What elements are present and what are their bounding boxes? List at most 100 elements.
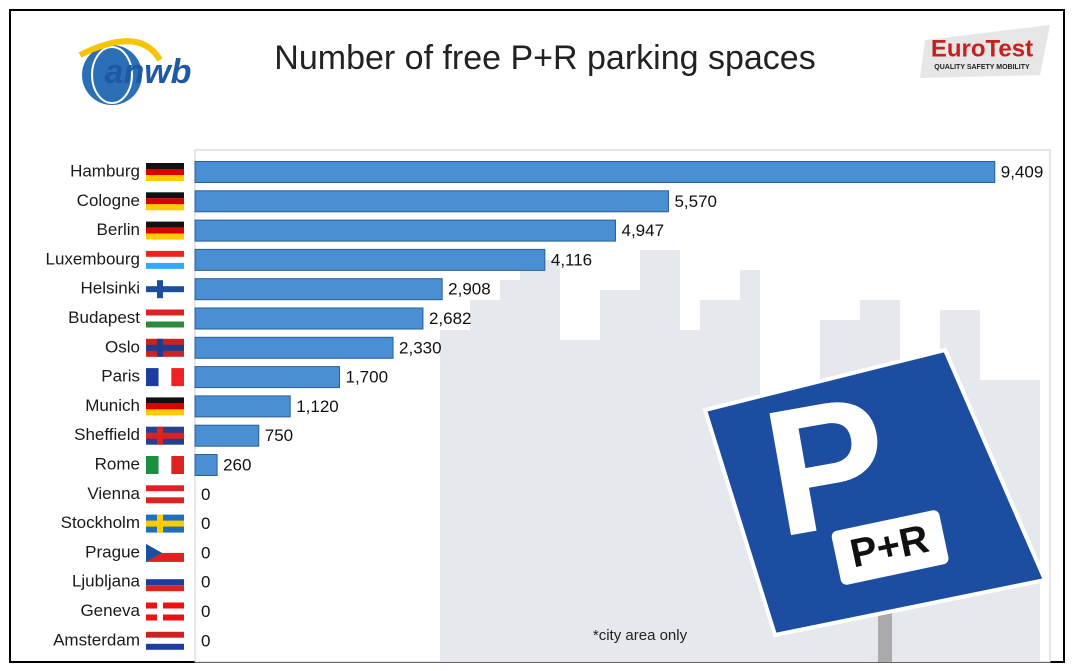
flag-stripe	[146, 485, 184, 492]
category-label: Prague	[85, 542, 140, 561]
bars: Hamburg 9,409 Cologne 5,570 Berlin 4,947 Luxem…	[45, 161, 1043, 650]
flag-stripe	[158, 456, 172, 474]
brand: EuroTest	[931, 35, 1033, 62]
flag-cross	[146, 432, 184, 439]
parking-sign: P P+R	[702, 347, 1048, 662]
category-label: Cologne	[77, 191, 140, 210]
sign-plate	[831, 510, 949, 585]
flag-stripe	[146, 409, 184, 416]
category-label: Stockholm	[61, 513, 140, 532]
value-label: 9,409	[1001, 162, 1044, 181]
bar	[194, 219, 616, 242]
bar	[194, 307, 424, 330]
flag-stripe	[171, 456, 184, 474]
sign-board	[702, 347, 1048, 638]
flag-stripe	[146, 256, 184, 263]
category-label: Geneva	[80, 601, 140, 620]
chart-title: Number of free P+R parking spaces	[274, 39, 815, 77]
category-label: Budapest	[68, 308, 140, 327]
category-label: Rome	[95, 454, 140, 473]
flag-stripe	[146, 643, 184, 650]
flag-stripe	[146, 573, 184, 580]
category-label: Ljubljana	[72, 572, 141, 591]
flag-stripe	[146, 169, 184, 175]
flag-stripe	[146, 397, 184, 404]
note: *city area only	[593, 627, 688, 644]
value-label: 1,120	[296, 397, 339, 416]
flag-stripe	[146, 309, 184, 316]
value-label: 260	[223, 455, 251, 474]
flag-stripe	[146, 368, 159, 387]
flag-stripe	[146, 491, 184, 498]
value-label: 0	[201, 573, 210, 592]
flag-stripe	[146, 315, 184, 322]
bar	[194, 161, 996, 183]
flag-stripe	[146, 552, 184, 562]
bar	[194, 336, 394, 359]
flag-stripe	[146, 497, 184, 504]
flag-triangle	[146, 543, 162, 562]
value-label: 4,116	[551, 250, 592, 269]
flag-stripe	[146, 227, 184, 234]
anwb-logo: anwb	[78, 38, 192, 105]
logo-text: anwb	[105, 53, 192, 91]
flag-stripe	[146, 456, 159, 474]
flag-stripe	[146, 163, 184, 169]
value-label: 750	[265, 426, 293, 445]
flag-stripe	[146, 631, 184, 638]
flag-stripe	[158, 368, 172, 387]
flag-stripe	[171, 368, 184, 387]
bar	[194, 395, 291, 418]
category-label: Luxembourg	[45, 249, 140, 268]
value-label: 0	[201, 631, 210, 650]
flag-stripe	[146, 204, 184, 211]
category-label: Munich	[85, 396, 140, 415]
brand-tagline: QUALITY SAFETY MOBILITY	[934, 64, 1030, 71]
value-label: 1,700	[346, 368, 389, 387]
category-label: Amsterdam	[53, 630, 140, 649]
flag-cross	[146, 520, 184, 527]
flag-cross	[146, 344, 184, 351]
value-label: 2,908	[448, 280, 491, 299]
category-label: Paris	[101, 367, 140, 386]
flag-stripe	[146, 543, 184, 553]
logo-globe-line	[91, 46, 133, 104]
flag-stripe	[146, 175, 184, 181]
flag-stripe	[146, 262, 184, 269]
logo-swoosh	[78, 38, 163, 62]
value-label: 0	[201, 514, 210, 533]
brand-backdrop	[920, 25, 1050, 78]
bar	[194, 278, 443, 301]
flag-stripe	[146, 198, 184, 205]
flag-stripe	[146, 321, 184, 328]
bar	[194, 248, 546, 271]
flag-stripe	[146, 637, 184, 644]
category-label: Berlin	[97, 220, 140, 239]
value-label: 0	[201, 543, 210, 562]
bar	[194, 190, 669, 213]
flag-cross	[146, 286, 184, 293]
flag-stripe	[146, 250, 184, 257]
bar	[194, 454, 218, 476]
flag-stripe	[146, 403, 184, 410]
value-label: 0	[201, 602, 210, 621]
category-label: Helsinki	[80, 279, 140, 298]
value-label: 5,570	[674, 192, 717, 211]
value-label: 2,330	[399, 338, 442, 357]
category-label: Oslo	[105, 337, 140, 356]
value-label: 0	[201, 485, 210, 504]
category-label: Vienna	[87, 484, 140, 503]
flag-stripe	[146, 579, 184, 586]
value-label: 4,947	[621, 221, 664, 240]
logo-globe	[82, 45, 142, 105]
flag-stripe	[146, 192, 184, 199]
flag-stripe	[146, 221, 184, 228]
category-label: Sheffield	[74, 425, 140, 444]
bar	[194, 424, 260, 447]
flag-stripe	[146, 233, 184, 240]
value-label: 2,682	[429, 309, 472, 328]
bar	[194, 366, 340, 389]
flag-cross	[146, 608, 184, 615]
flag-stripe	[146, 585, 184, 592]
